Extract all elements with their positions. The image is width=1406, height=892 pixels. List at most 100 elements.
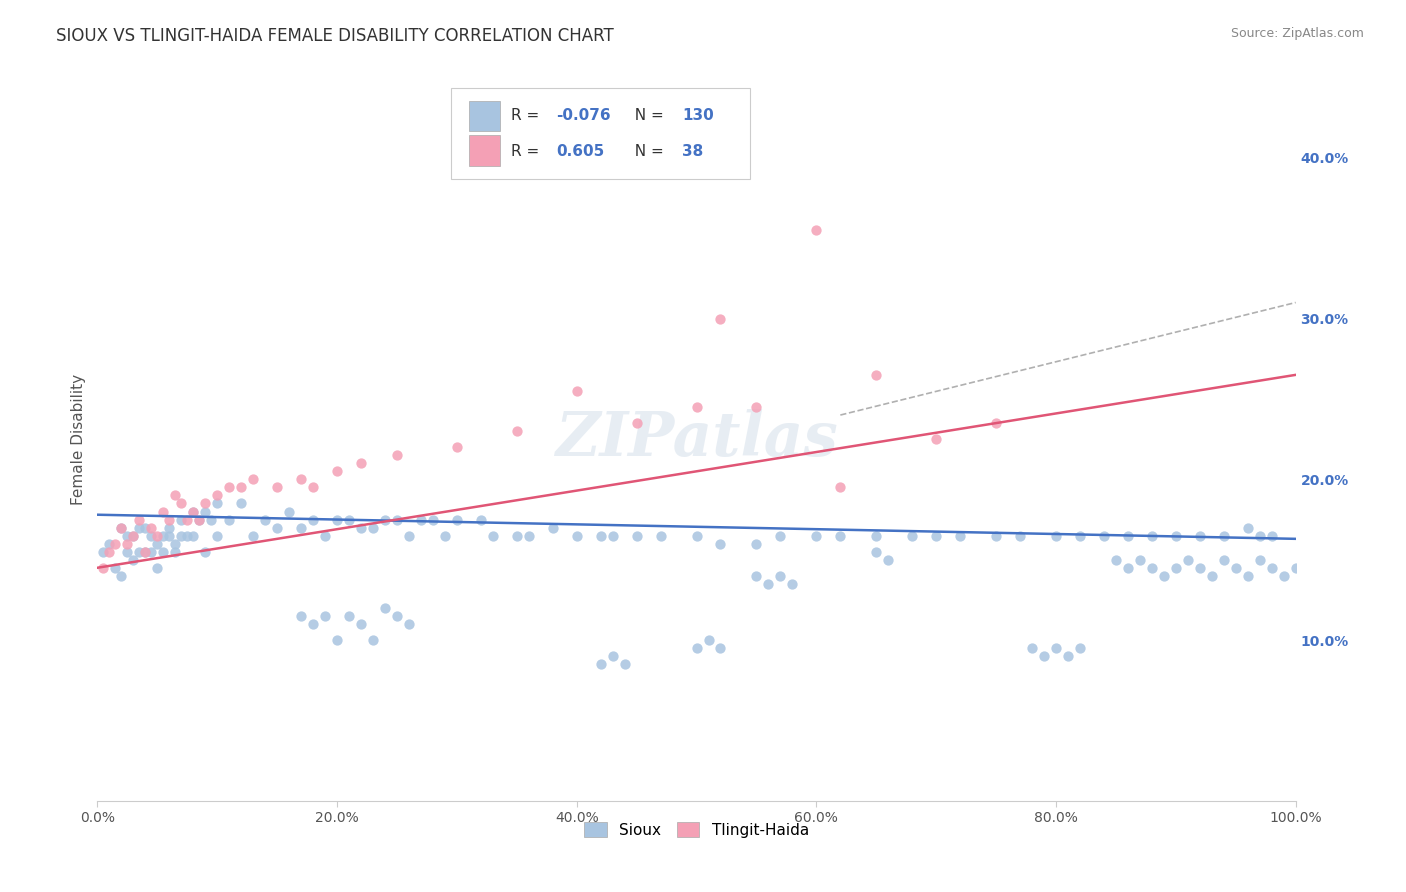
Point [231, 480, 253, 494]
Point [290, 609, 312, 624]
Point [1249, 553, 1271, 567]
Point [506, 528, 529, 542]
Point [925, 432, 948, 446]
Point [685, 641, 707, 656]
Point [1140, 528, 1163, 542]
Point [122, 553, 145, 567]
Point [482, 528, 505, 542]
Point [134, 520, 156, 534]
Point [266, 520, 288, 534]
Point [110, 569, 132, 583]
Point [290, 472, 312, 486]
Point [565, 384, 588, 398]
Point [314, 528, 336, 542]
Point [433, 528, 456, 542]
Point [685, 400, 707, 414]
Point [865, 368, 887, 382]
Point [1201, 569, 1223, 583]
Point [93, 561, 115, 575]
Point [1164, 528, 1187, 542]
Point [1212, 528, 1234, 542]
Text: 0.605: 0.605 [557, 144, 605, 159]
Text: N =: N = [624, 144, 668, 159]
Text: SIOUX VS TLINGIT-HAIDA FEMALE DISABILITY CORRELATION CHART: SIOUX VS TLINGIT-HAIDA FEMALE DISABILITY… [56, 27, 614, 45]
Point [446, 512, 468, 526]
Point [1236, 569, 1258, 583]
Point [565, 528, 588, 542]
Point [170, 512, 193, 526]
Point [1045, 528, 1067, 542]
Point [1285, 561, 1308, 575]
Point [1261, 561, 1284, 575]
Point [589, 657, 612, 672]
Point [104, 536, 127, 550]
Point [830, 480, 852, 494]
Point [93, 544, 115, 558]
Point [302, 480, 325, 494]
Point [865, 544, 887, 558]
Point [745, 536, 768, 550]
Point [1069, 528, 1091, 542]
Point [242, 528, 264, 542]
Point [1045, 641, 1067, 656]
Point [218, 480, 240, 494]
Point [1164, 561, 1187, 575]
Point [152, 504, 174, 518]
Point [1236, 520, 1258, 534]
Point [218, 512, 240, 526]
Point [122, 528, 145, 542]
Point [152, 544, 174, 558]
Point [157, 528, 180, 542]
Point [1261, 528, 1284, 542]
Point [194, 496, 217, 510]
Point [326, 512, 349, 526]
Point [266, 480, 288, 494]
Point [1272, 569, 1295, 583]
Point [98, 536, 121, 550]
Point [1177, 553, 1199, 567]
Point [1140, 561, 1163, 575]
Point [302, 617, 325, 632]
Point [769, 528, 792, 542]
Point [205, 488, 228, 502]
Point [613, 657, 636, 672]
Point [157, 512, 180, 526]
Point [337, 609, 360, 624]
Point [1092, 528, 1115, 542]
Point [650, 528, 672, 542]
Point [626, 416, 648, 430]
Point [152, 528, 174, 542]
Text: R =: R = [510, 108, 544, 122]
Point [278, 504, 301, 518]
Point [782, 577, 804, 591]
Point [141, 528, 163, 542]
Point [709, 311, 731, 326]
Point [769, 569, 792, 583]
Point [146, 536, 169, 550]
Y-axis label: Female Disability: Female Disability [72, 374, 86, 505]
Point [398, 528, 420, 542]
FancyBboxPatch shape [468, 136, 501, 166]
Point [806, 223, 828, 237]
Point [146, 528, 169, 542]
Point [517, 528, 540, 542]
Point [242, 472, 264, 486]
Point [1116, 528, 1139, 542]
Text: N =: N = [624, 108, 668, 122]
Point [1212, 553, 1234, 567]
Point [398, 617, 420, 632]
Point [141, 544, 163, 558]
Point [949, 528, 972, 542]
Point [1021, 641, 1043, 656]
Point [385, 448, 408, 462]
FancyBboxPatch shape [468, 101, 501, 131]
Point [165, 544, 187, 558]
Point [806, 528, 828, 542]
Point [446, 440, 468, 454]
Point [1188, 528, 1211, 542]
Point [205, 528, 228, 542]
Text: Source: ZipAtlas.com: Source: ZipAtlas.com [1230, 27, 1364, 40]
Point [1153, 569, 1175, 583]
Point [165, 488, 187, 502]
Point [626, 528, 648, 542]
